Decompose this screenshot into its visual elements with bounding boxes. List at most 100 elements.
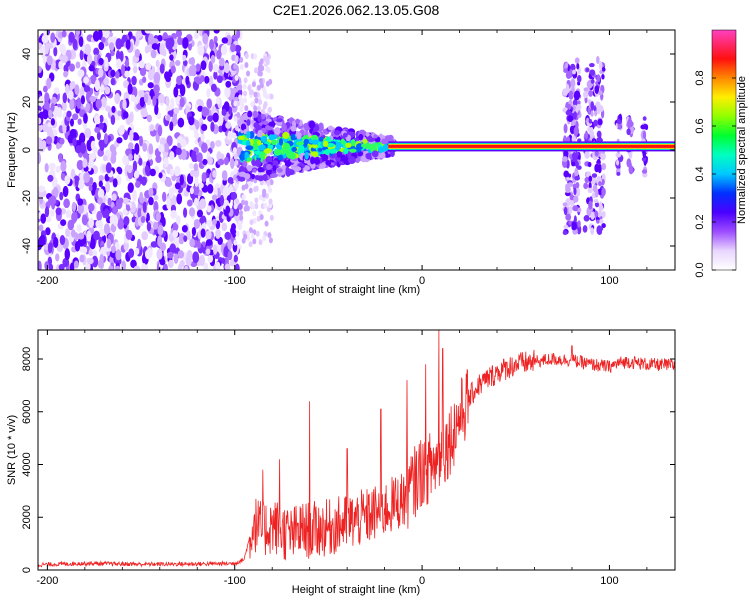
heatmap-cell xyxy=(282,131,290,140)
heatmap-cell xyxy=(44,92,50,103)
heatmap-cell xyxy=(304,151,309,160)
heatmap-cell xyxy=(266,180,271,187)
heatmap-cell xyxy=(219,194,225,206)
heatmap-cell xyxy=(237,203,243,210)
heatmap-cell xyxy=(112,205,118,215)
heatmap-cell xyxy=(262,120,269,125)
heatmap-cell xyxy=(567,103,572,111)
heatmap-cell xyxy=(203,185,208,193)
heatmap-cell xyxy=(217,153,225,160)
heatmap-cell xyxy=(60,219,67,227)
heatmap-cell xyxy=(383,144,389,151)
snr-y-tick-label: 6000 xyxy=(21,400,33,424)
heatmap-cell xyxy=(166,114,171,121)
heatmap-cell xyxy=(166,197,171,210)
heatmap-cell xyxy=(86,53,93,65)
heatmap-cell xyxy=(247,110,253,118)
snr-y-tick-label: 4000 xyxy=(21,452,33,476)
heatmap-cell xyxy=(141,263,147,270)
heatmap-cell xyxy=(148,196,154,206)
heatmap-cell xyxy=(188,162,194,169)
heatmap-cell xyxy=(135,30,143,39)
heatmap-cell xyxy=(205,108,210,116)
heatmap-cell xyxy=(75,61,81,69)
heatmap-cell xyxy=(195,30,200,37)
heatmap-cell xyxy=(240,123,247,131)
heatmap-cell xyxy=(165,96,170,107)
heatmap-cell xyxy=(336,151,343,158)
heatmap-cell xyxy=(205,230,212,240)
heatmap-cell xyxy=(209,38,215,50)
heatmap-cell xyxy=(123,65,131,72)
heatmap-cell xyxy=(570,78,576,88)
heatmap-cell xyxy=(68,31,75,44)
heatmap-cell xyxy=(48,162,56,170)
heatmap-cell xyxy=(252,217,257,224)
heatmap-cell xyxy=(142,110,149,117)
heatmap-cell xyxy=(342,132,348,138)
heatmap-cell xyxy=(329,148,337,154)
heatmap-cell xyxy=(132,160,138,173)
heatmap-cell xyxy=(250,173,256,180)
heatmap-cell xyxy=(246,164,253,172)
heatmap-cell xyxy=(131,75,137,86)
heatmap-cell xyxy=(589,69,596,76)
heatmap-cell xyxy=(115,265,121,270)
heatmap-cell xyxy=(154,86,159,98)
heatmap-cell xyxy=(234,125,239,132)
heatmap-cell xyxy=(257,129,264,137)
heatmap-cell xyxy=(186,199,193,207)
heatmap-cell xyxy=(589,63,595,68)
heatmap-cell xyxy=(246,119,251,126)
heatmap-cell xyxy=(230,191,238,201)
heatmap-cell xyxy=(123,80,130,89)
heatmap-cell xyxy=(563,206,568,216)
heatmap-cell xyxy=(153,71,161,84)
heatmap-cell xyxy=(303,138,310,145)
heatmap-cell xyxy=(626,128,631,136)
heatmap-cell xyxy=(122,111,129,119)
heatmap-cell xyxy=(257,175,265,182)
heatmap-cell xyxy=(83,85,91,93)
heatmap-cell xyxy=(268,187,273,194)
heatmap-cell xyxy=(195,120,200,130)
heatmap-cell xyxy=(239,209,244,216)
heatmap-cell xyxy=(130,259,137,269)
heatmap-cell xyxy=(195,63,201,72)
heatmap-cell xyxy=(574,57,580,64)
heatmap-cell xyxy=(262,103,267,110)
heatmap-cell xyxy=(304,126,310,132)
heatmap-cell xyxy=(76,224,82,233)
heatmap-cell xyxy=(210,83,217,93)
heatmap-cell xyxy=(251,203,256,210)
heatmap-cell xyxy=(225,34,232,46)
heatmap-cell xyxy=(88,249,93,257)
heatmap-cell xyxy=(575,160,579,168)
heatmap-cell xyxy=(97,197,103,205)
heatmap-cell xyxy=(84,127,92,139)
heatmap-cell xyxy=(237,135,246,140)
heatmap-cell xyxy=(196,241,202,249)
heatmap-cell xyxy=(182,59,188,67)
heatmap-cell xyxy=(53,46,58,57)
heatmap-cell xyxy=(103,132,109,145)
heatmap-cell xyxy=(276,118,283,123)
heatmap-cell xyxy=(212,112,219,123)
heatmap-cell xyxy=(62,123,67,134)
heatmap-cell xyxy=(192,184,200,196)
heatmap-cell xyxy=(371,150,379,158)
heatmap-cell xyxy=(123,216,130,226)
heatmap-cell xyxy=(177,263,183,270)
spectrogram-x-axis-label: Height of straight line (km) xyxy=(292,284,420,296)
heatmap-cell xyxy=(165,75,171,83)
heatmap-cell xyxy=(322,140,329,148)
heatmap-cell xyxy=(233,254,239,263)
heatmap-cell xyxy=(234,44,242,53)
heatmap-cell xyxy=(236,112,241,119)
heatmap-cell xyxy=(221,222,228,232)
heatmap-cell xyxy=(598,219,604,224)
heatmap-cell xyxy=(55,253,60,262)
heatmap-cell xyxy=(289,152,296,160)
heatmap-cell xyxy=(269,173,278,178)
